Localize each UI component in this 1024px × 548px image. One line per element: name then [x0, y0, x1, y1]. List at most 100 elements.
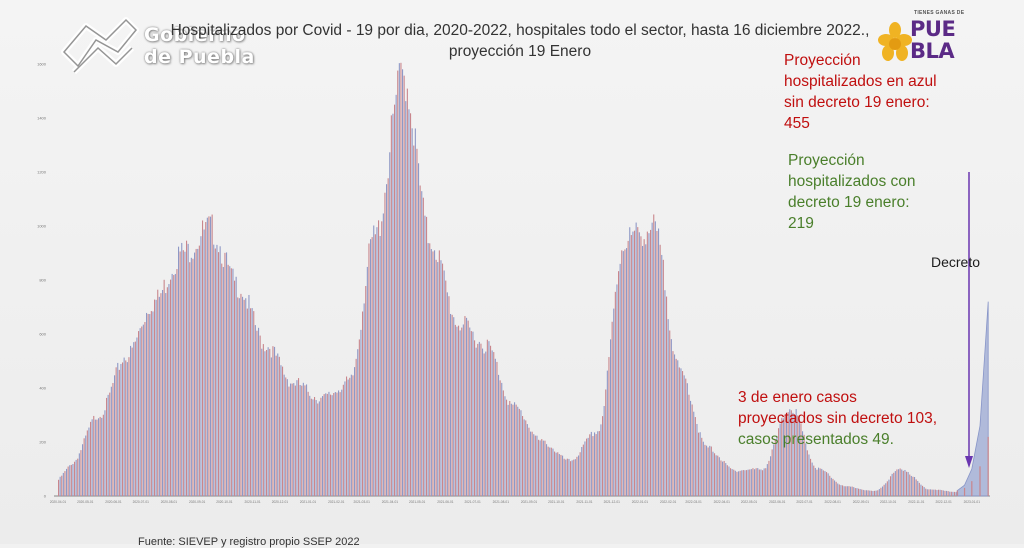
y-tick-label: 1400 [37, 116, 47, 121]
x-tick-label: 2020-12-01 [272, 500, 289, 504]
data-bar [430, 249, 432, 496]
data-bar [563, 458, 565, 496]
casos-note: 3 de enero casos proyectados sin decreto… [738, 387, 937, 450]
data-bar [912, 476, 914, 496]
data-bar [714, 453, 716, 496]
x-tick-label: 2020-08-01 [161, 500, 178, 504]
data-bar [694, 417, 696, 496]
data-bar [421, 191, 423, 496]
data-bar [858, 488, 860, 496]
data-bar [854, 488, 856, 496]
data-bar [800, 423, 802, 496]
y-tick-label: 1000 [37, 224, 47, 229]
data-bar [838, 484, 840, 496]
data-bar [352, 375, 354, 496]
data-bar [520, 410, 522, 496]
data-bar [515, 404, 517, 496]
data-bar [675, 358, 677, 496]
data-bar [586, 438, 588, 496]
data-bar [690, 400, 692, 496]
data-bar [696, 423, 698, 496]
data-bar [486, 339, 488, 496]
data-bar [904, 469, 906, 496]
data-bar [853, 487, 855, 496]
data-bar [483, 353, 485, 496]
data-bar [741, 470, 743, 496]
data-bar [522, 416, 524, 496]
data-bar [344, 381, 346, 496]
data-bar [186, 240, 188, 496]
data-bar [402, 69, 404, 496]
data-bar [216, 244, 218, 496]
data-bar [213, 244, 215, 496]
data-bar [704, 444, 706, 496]
data-bar [802, 431, 804, 496]
data-bar [229, 266, 231, 496]
data-bar [227, 264, 229, 496]
data-bar [706, 445, 708, 496]
casos-line1: 3 de enero casos [738, 389, 857, 406]
data-bar [669, 330, 671, 496]
data-bar [603, 406, 605, 496]
data-bar [874, 490, 876, 496]
x-tick-label: 2022-07-01 [796, 500, 813, 504]
data-bar [189, 262, 191, 496]
data-bar [69, 465, 71, 496]
x-tick-label: 2021-06-01 [437, 500, 454, 504]
data-bar [66, 468, 68, 496]
data-bar [144, 321, 146, 496]
data-bar [386, 184, 388, 497]
data-bar [99, 416, 101, 496]
data-bar [128, 357, 130, 496]
data-bar [339, 392, 341, 496]
proj-con-value: 219 [788, 215, 814, 232]
data-bar [533, 434, 535, 496]
data-bar [454, 324, 456, 496]
data-bar [821, 468, 823, 496]
data-bar [627, 240, 629, 496]
data-bar [538, 439, 540, 496]
chart-bars [58, 62, 959, 497]
data-bar [504, 396, 506, 496]
data-bar [280, 365, 282, 496]
data-bar [590, 431, 592, 496]
data-bar [630, 235, 632, 497]
data-bar [918, 482, 920, 496]
data-bar [270, 357, 272, 496]
data-bar [224, 252, 226, 496]
data-bar [440, 260, 442, 496]
data-bar [248, 294, 250, 496]
data-bar [360, 329, 362, 496]
data-bar [310, 398, 312, 496]
data-bar [678, 367, 680, 496]
data-bar [898, 469, 900, 496]
data-bar [814, 467, 816, 496]
data-bar [894, 471, 896, 496]
data-bar [491, 350, 493, 496]
data-bar [955, 492, 957, 496]
data-bar [118, 369, 120, 496]
data-bar [656, 230, 658, 497]
data-bar [96, 419, 98, 496]
data-bar [886, 481, 888, 496]
data-bar [320, 397, 322, 496]
title-line2: proyección 19 Enero [448, 43, 592, 60]
projection-con-decreto-bar [971, 481, 973, 496]
data-bar [842, 485, 844, 496]
data-bar [240, 293, 242, 496]
data-bar [362, 311, 364, 496]
data-bar [674, 354, 676, 496]
data-bar [384, 192, 386, 496]
data-bar [581, 447, 583, 496]
y-tick-label: 0 [44, 494, 47, 499]
data-bar [528, 427, 530, 496]
data-bar [446, 292, 448, 496]
data-bar [643, 239, 645, 496]
data-bar [406, 88, 408, 496]
data-bar [717, 455, 719, 496]
data-bar [544, 440, 546, 496]
data-bar [787, 412, 789, 496]
data-bar [512, 404, 514, 496]
data-bar [410, 113, 412, 496]
data-bar [368, 243, 370, 496]
